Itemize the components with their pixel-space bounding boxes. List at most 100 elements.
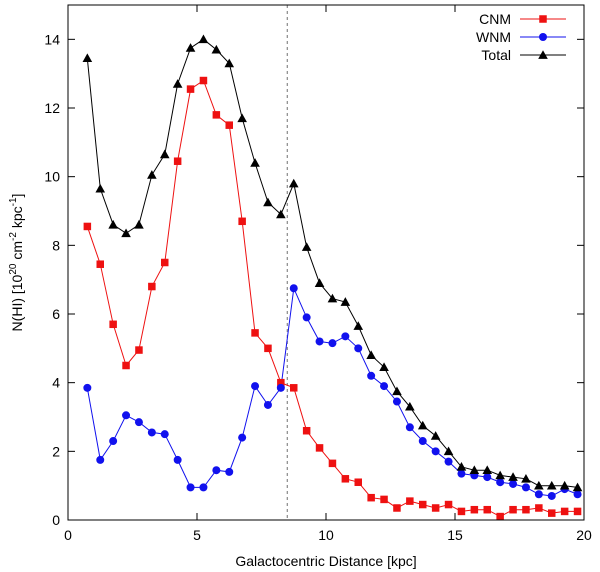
data-point-wnm xyxy=(354,344,363,353)
data-point-total xyxy=(108,219,118,229)
y-axis-title-suffix: ] xyxy=(9,194,25,198)
data-point-total xyxy=(469,465,480,475)
data-point-cnm xyxy=(186,85,195,93)
data-point-total xyxy=(366,350,376,360)
data-point-total xyxy=(301,242,312,251)
data-point-cnm xyxy=(457,507,466,516)
data-point-cnm xyxy=(122,361,130,370)
y-axis-title: N(HI) [1020 cm-2 kpc-1] xyxy=(8,194,25,332)
y-axis-title-mid2: kpc xyxy=(9,206,25,232)
data-point-total xyxy=(417,420,428,430)
data-point-total xyxy=(546,480,557,490)
data-point-wnm xyxy=(534,490,543,499)
series-total xyxy=(86,38,578,488)
data-point-wnm xyxy=(509,479,518,488)
data-point-cnm xyxy=(354,478,362,486)
data-point-wnm xyxy=(186,483,195,492)
data-point-cnm xyxy=(83,222,92,231)
data-point-wnm xyxy=(547,491,556,500)
data-point-wnm xyxy=(225,467,234,476)
legend-marker-cnm xyxy=(539,15,547,23)
data-point-total xyxy=(327,293,338,303)
plot-content xyxy=(82,5,583,521)
data-point-cnm xyxy=(470,505,479,514)
data-point-cnm xyxy=(264,344,272,353)
data-point-wnm xyxy=(392,397,401,406)
data-point-wnm xyxy=(160,430,169,439)
data-point-cnm xyxy=(302,426,311,435)
y-axis-title-mid: cm xyxy=(9,241,25,264)
data-point-total xyxy=(392,386,402,396)
y-tick-label: 2 xyxy=(52,443,60,459)
data-point-cnm xyxy=(328,459,337,468)
legend-marker-total xyxy=(538,50,548,59)
data-point-total xyxy=(198,34,209,44)
data-point-cnm xyxy=(251,329,259,337)
x-tick-label: 15 xyxy=(447,527,463,543)
data-point-cnm xyxy=(431,504,440,512)
plot-frame xyxy=(67,4,585,521)
data-point-wnm xyxy=(431,447,440,456)
x-tick-label: 0 xyxy=(64,527,72,543)
legend-marker-wnm xyxy=(539,33,547,41)
data-point-cnm xyxy=(483,505,491,514)
data-point-total xyxy=(250,158,260,167)
data-point-wnm xyxy=(315,337,324,346)
legend-label-wnm: WNM xyxy=(476,29,511,45)
axes-ticks: 0 5 10 15 20 0 2 4 6 8 10 12 14 xyxy=(44,5,592,543)
data-point-wnm xyxy=(418,437,427,446)
y-tick-label: 4 xyxy=(52,375,60,391)
data-point-cnm xyxy=(173,157,182,165)
data-point-total xyxy=(224,58,235,68)
x-axis-title: Galactocentric Distance [kpc] xyxy=(235,553,416,569)
data-point-cnm xyxy=(380,495,388,504)
data-point-cnm xyxy=(406,497,414,505)
series-points-total xyxy=(82,34,583,492)
data-point-total xyxy=(508,472,518,481)
data-point-wnm xyxy=(521,483,530,492)
data-point-cnm xyxy=(238,217,246,226)
data-point-wnm xyxy=(96,455,105,464)
data-point-total xyxy=(276,209,286,219)
data-point-total xyxy=(534,480,544,490)
x-tick-label: 5 xyxy=(193,527,201,543)
data-point-cnm xyxy=(161,258,169,267)
y-axis-title-exp3: -1 xyxy=(8,197,19,206)
data-point-wnm xyxy=(289,284,298,293)
data-point-cnm xyxy=(560,507,569,516)
data-point-wnm xyxy=(212,466,221,475)
legend-label-total: Total xyxy=(481,47,511,63)
data-point-total xyxy=(482,465,493,475)
data-point-total xyxy=(211,44,222,54)
data-point-cnm xyxy=(225,121,233,129)
data-point-cnm xyxy=(96,260,104,268)
data-point-cnm xyxy=(148,282,156,291)
data-point-wnm xyxy=(238,433,247,442)
data-point-total xyxy=(82,53,93,63)
data-point-total xyxy=(172,79,183,88)
y-axis-title-exp2: -2 xyxy=(8,232,19,241)
data-point-wnm xyxy=(147,428,156,437)
data-point-total xyxy=(379,362,389,372)
data-point-total xyxy=(521,474,531,483)
data-point-total xyxy=(456,461,467,471)
data-point-total xyxy=(159,149,170,159)
data-point-wnm xyxy=(341,332,350,341)
data-point-cnm xyxy=(315,444,324,452)
y-tick-label: 12 xyxy=(44,100,60,116)
data-point-wnm xyxy=(83,383,92,392)
data-point-cnm xyxy=(290,384,298,392)
y-tick-label: 14 xyxy=(44,31,60,47)
data-point-wnm xyxy=(302,313,311,322)
data-point-wnm xyxy=(134,418,143,427)
data-point-cnm xyxy=(212,111,221,119)
data-point-total xyxy=(572,482,583,492)
x-tick-label: 10 xyxy=(318,527,334,543)
data-point-total xyxy=(405,401,415,411)
data-point-total xyxy=(353,321,364,330)
y-tick-label: 0 xyxy=(52,512,60,528)
data-point-wnm xyxy=(367,371,376,380)
data-point-cnm xyxy=(393,504,401,512)
data-point-wnm xyxy=(380,382,389,391)
data-point-total xyxy=(237,113,247,123)
